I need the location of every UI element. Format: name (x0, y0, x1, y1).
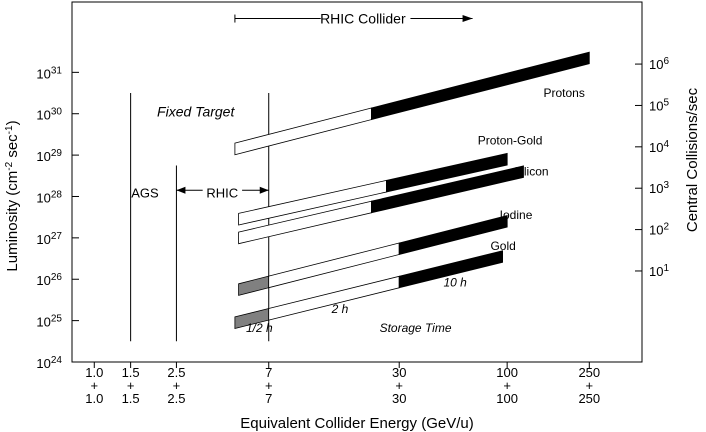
x-tick-label-250-plus: + (586, 378, 594, 393)
labels: Protons Proton-Gold Silicon Iodine Gold Fixed… (131, 11, 585, 335)
x-tick-label-1-5-bottom: 1.5 (122, 391, 140, 406)
y-right-tick-label-5: 105 (649, 97, 669, 114)
series-bands (234, 51, 590, 330)
annotation-rhic-collider: RHIC Collider (320, 11, 406, 27)
annotation-1-2-h: 1/2 h (246, 321, 273, 335)
plot-frame (71, 1, 643, 363)
rhic-collider-arrow-head (462, 15, 473, 23)
y-right-tick-label-4: 104 (649, 138, 669, 155)
y-axis-title-right: Central Collisions/sec (684, 87, 701, 232)
x-tick-label-2-5-top: 2.5 (167, 365, 185, 380)
annotation-2-h: 2 h (331, 302, 349, 316)
band-silicon-high (370, 165, 524, 214)
x-tick-label-7-plus: + (265, 378, 273, 393)
x-tick-label-7-top: 7 (265, 365, 272, 380)
band-protons-low (234, 107, 372, 156)
series-label-proton-gold: Proton-Gold (478, 134, 543, 148)
band-iodine-initial (238, 275, 270, 296)
x-tick-label-100-bottom: 100 (496, 391, 518, 406)
y-left-tick-label-29: 1029 (36, 148, 62, 165)
annotation-storage-time: Storage Time (380, 321, 452, 335)
x-tick-label-1-0-bottom: 1.0 (85, 391, 103, 406)
rhic-range-arrow-head-right (259, 186, 269, 194)
x-tick-label-30-bottom: 30 (392, 391, 406, 406)
y-left-tick-label-27: 1027 (36, 230, 62, 247)
y-left-tick-label-31: 1031 (36, 65, 62, 82)
band-proton-gold-high (385, 152, 508, 193)
y-right-tick-label-6: 106 (649, 56, 669, 73)
x-axis-title: Equivalent Collider Energy (GeV/u) (240, 415, 473, 432)
annotation-rhic: RHIC (206, 185, 238, 200)
x-tick-label-1-5-plus: + (127, 378, 135, 393)
band-protons-high (370, 51, 590, 121)
series-label-iodine: Iodine (500, 208, 533, 222)
x-tick-label-100-plus: + (503, 378, 511, 393)
x-tick-label-2-5-bottom: 2.5 (167, 391, 185, 406)
rhic-range-arrow-head-left (176, 186, 186, 194)
x-tick-label-1-5-top: 1.5 (122, 365, 140, 380)
y-axis-title-left: Luminosity (cm-2 sec-1) (4, 120, 22, 271)
y-left-tick-label-26: 1026 (36, 272, 62, 289)
x-tick-label-250-bottom: 250 (578, 391, 600, 406)
y-left-tick-label-25: 1025 (36, 313, 62, 330)
x-tick-label-250-top: 250 (578, 365, 600, 380)
x-tick-label-30-top: 30 (392, 365, 406, 380)
annotation-fixed-target: Fixed Target (157, 104, 235, 120)
x-tick-label-1-0-plus: + (90, 378, 98, 393)
x-tick-label-7-bottom: 7 (265, 391, 272, 406)
series-label-silicon: Silicon (513, 165, 548, 179)
annotation-ags: AGS (131, 185, 159, 200)
annotation-10-h: 10 h (443, 275, 467, 289)
series-label-gold: Gold (490, 239, 515, 253)
series-label-protons: Protons (544, 86, 585, 100)
x-tick-label-2-5-plus: + (173, 378, 181, 393)
y-left-tick-label-28: 1028 (36, 189, 62, 206)
y-right-tick-label-3: 103 (649, 180, 669, 197)
x-tick-label-30-plus: + (395, 378, 403, 393)
band-gold-high (398, 250, 504, 289)
band-iodine-high (398, 214, 508, 256)
y-right-tick-label-2: 102 (649, 221, 669, 238)
ticks: 1.0+1.01.5+1.52.5+2.57+730+30100+100250+… (36, 56, 669, 406)
y-right-tick-label-1: 101 (649, 262, 669, 279)
y-left-tick-label-30: 1030 (36, 106, 62, 123)
arrows (176, 14, 473, 194)
y-left-tick-label-24: 1024 (36, 355, 62, 372)
x-tick-label-100-top: 100 (496, 365, 518, 380)
x-tick-label-1-0-top: 1.0 (85, 365, 103, 380)
